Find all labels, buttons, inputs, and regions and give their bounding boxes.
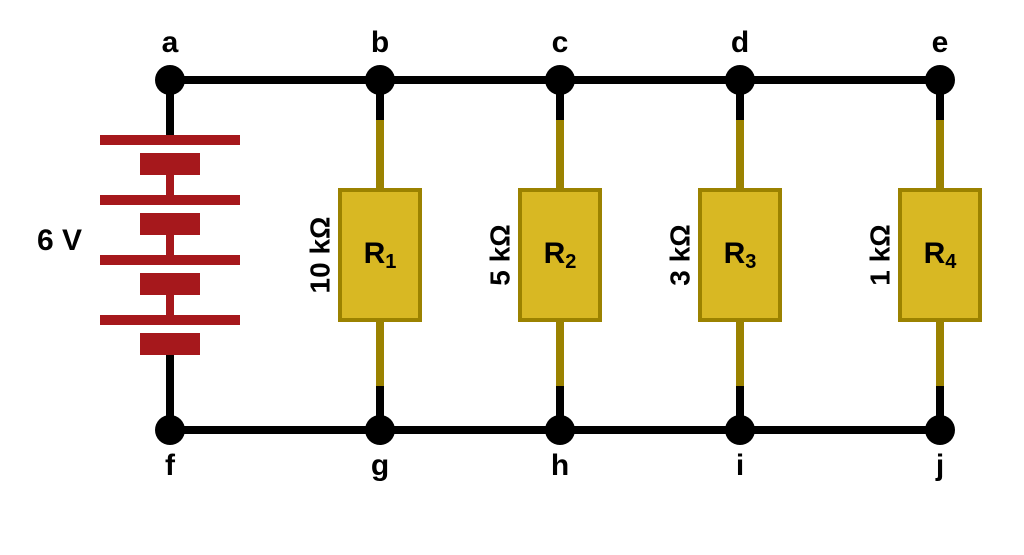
node-label-a: a: [162, 26, 179, 59]
resistor-3: R33 kΩ: [664, 80, 780, 430]
node-c: [545, 65, 575, 95]
node-label-h: h: [551, 449, 569, 482]
node-j: [925, 415, 955, 445]
node-i: [725, 415, 755, 445]
node-label-c: c: [552, 26, 569, 59]
battery: [100, 136, 240, 348]
resistor-value-label: 5 kΩ: [484, 224, 515, 285]
node-g: [365, 415, 395, 445]
resistor-value-label: 3 kΩ: [664, 224, 695, 285]
node-label-f: f: [165, 449, 176, 482]
node-a: [155, 65, 185, 95]
node-e: [925, 65, 955, 95]
node-label-d: d: [731, 26, 749, 59]
node-f: [155, 415, 185, 445]
node-label-e: e: [932, 26, 949, 59]
resistor-4: R41 kΩ: [864, 80, 980, 430]
node-label-g: g: [371, 449, 389, 482]
voltage-label: 6 V: [37, 224, 82, 257]
resistor-value-label: 10 kΩ: [304, 217, 335, 294]
node-label-i: i: [736, 449, 744, 482]
circuit-diagram: 6 V R110 kΩ R25 kΩ R33 kΩ R41 kΩ a b c d e f g h i j: [0, 0, 1024, 555]
node-h: [545, 415, 575, 445]
resistor-value-label: 1 kΩ: [864, 224, 895, 285]
resistor-2: R25 kΩ: [484, 80, 600, 430]
node-b: [365, 65, 395, 95]
node-label-b: b: [371, 26, 389, 59]
resistor-1: R110 kΩ: [304, 80, 420, 430]
node-d: [725, 65, 755, 95]
node-label-j: j: [935, 449, 944, 482]
